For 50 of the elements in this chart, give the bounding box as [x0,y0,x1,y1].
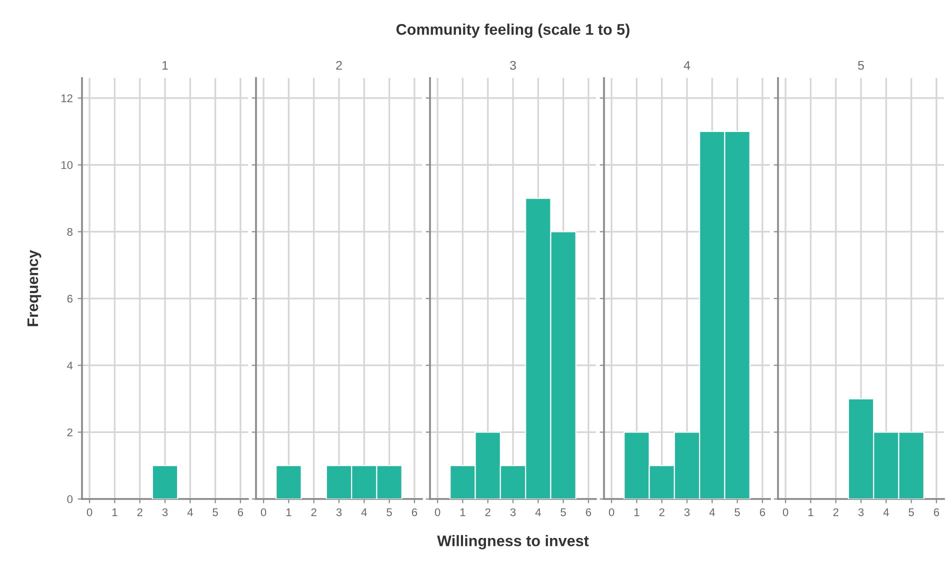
x-tick-label: 6 [760,508,766,516]
chart-subtitle: 4 [684,61,690,70]
x-tick-label: 0 [86,508,92,516]
x-tick-label: 2 [137,508,142,516]
x-tick-label: 1 [634,508,640,516]
chart-title: Community feeling (scale 1 to 5) [396,24,630,38]
chart-subtitle: 2 [336,60,342,70]
x-tick-label: 2 [311,508,316,516]
x-tick-label: 2 [833,508,838,516]
chart-subtitle: 3 [510,60,516,70]
x-tick-label: 4 [709,508,715,516]
x-tick-label: 6 [238,508,244,516]
x-tick-label: 1 [460,508,466,516]
x-tick-label: 4 [535,508,541,516]
x-tick-label: 5 [212,508,218,516]
x-tick-label: 0 [782,508,788,516]
x-tick-label: 5 [908,508,914,516]
x-tick-label: 3 [858,508,864,516]
x-tick-label: 2 [659,508,664,516]
x-tick-label: 5 [560,508,566,516]
y-tick-label: 12 [61,94,72,102]
x-tick-label: 0 [608,508,614,516]
chart-subtitle: 5 [858,61,864,70]
x-tick-label: 0 [434,508,440,516]
x-tick-label: 1 [808,508,814,516]
x-tick-label: 5 [386,508,392,516]
x-tick-label: 3 [336,508,342,516]
x-tick-label: 1 [112,508,118,516]
x-tick-label: 0 [260,508,266,516]
x-tick-label: 6 [934,508,940,516]
y-tick-label: 8 [67,228,72,236]
y-tick-label: 6 [67,294,72,303]
y-tick-label: 4 [67,362,73,370]
x-tick-label: 4 [883,508,889,516]
x-tick-label: 2 [485,508,490,516]
x-axis-title: Willingness to invest [437,535,589,550]
x-tick-label: 5 [734,508,740,516]
chart-subtitle: 1 [162,61,168,70]
x-tick-label: 1 [286,508,292,516]
y-tick-label: 2 [67,428,72,436]
x-tick-label: 3 [162,508,168,516]
x-tick-label: 6 [412,508,418,516]
x-tick-label: 4 [187,508,193,516]
y-axis-title: Frequency [27,250,42,326]
x-tick-label: 6 [586,508,592,516]
x-tick-label: 4 [361,508,367,516]
x-tick-label: 3 [684,508,690,516]
y-tick-label: 10 [61,161,73,170]
y-tick-label: 0 [67,495,73,504]
x-tick-label: 3 [510,508,516,516]
